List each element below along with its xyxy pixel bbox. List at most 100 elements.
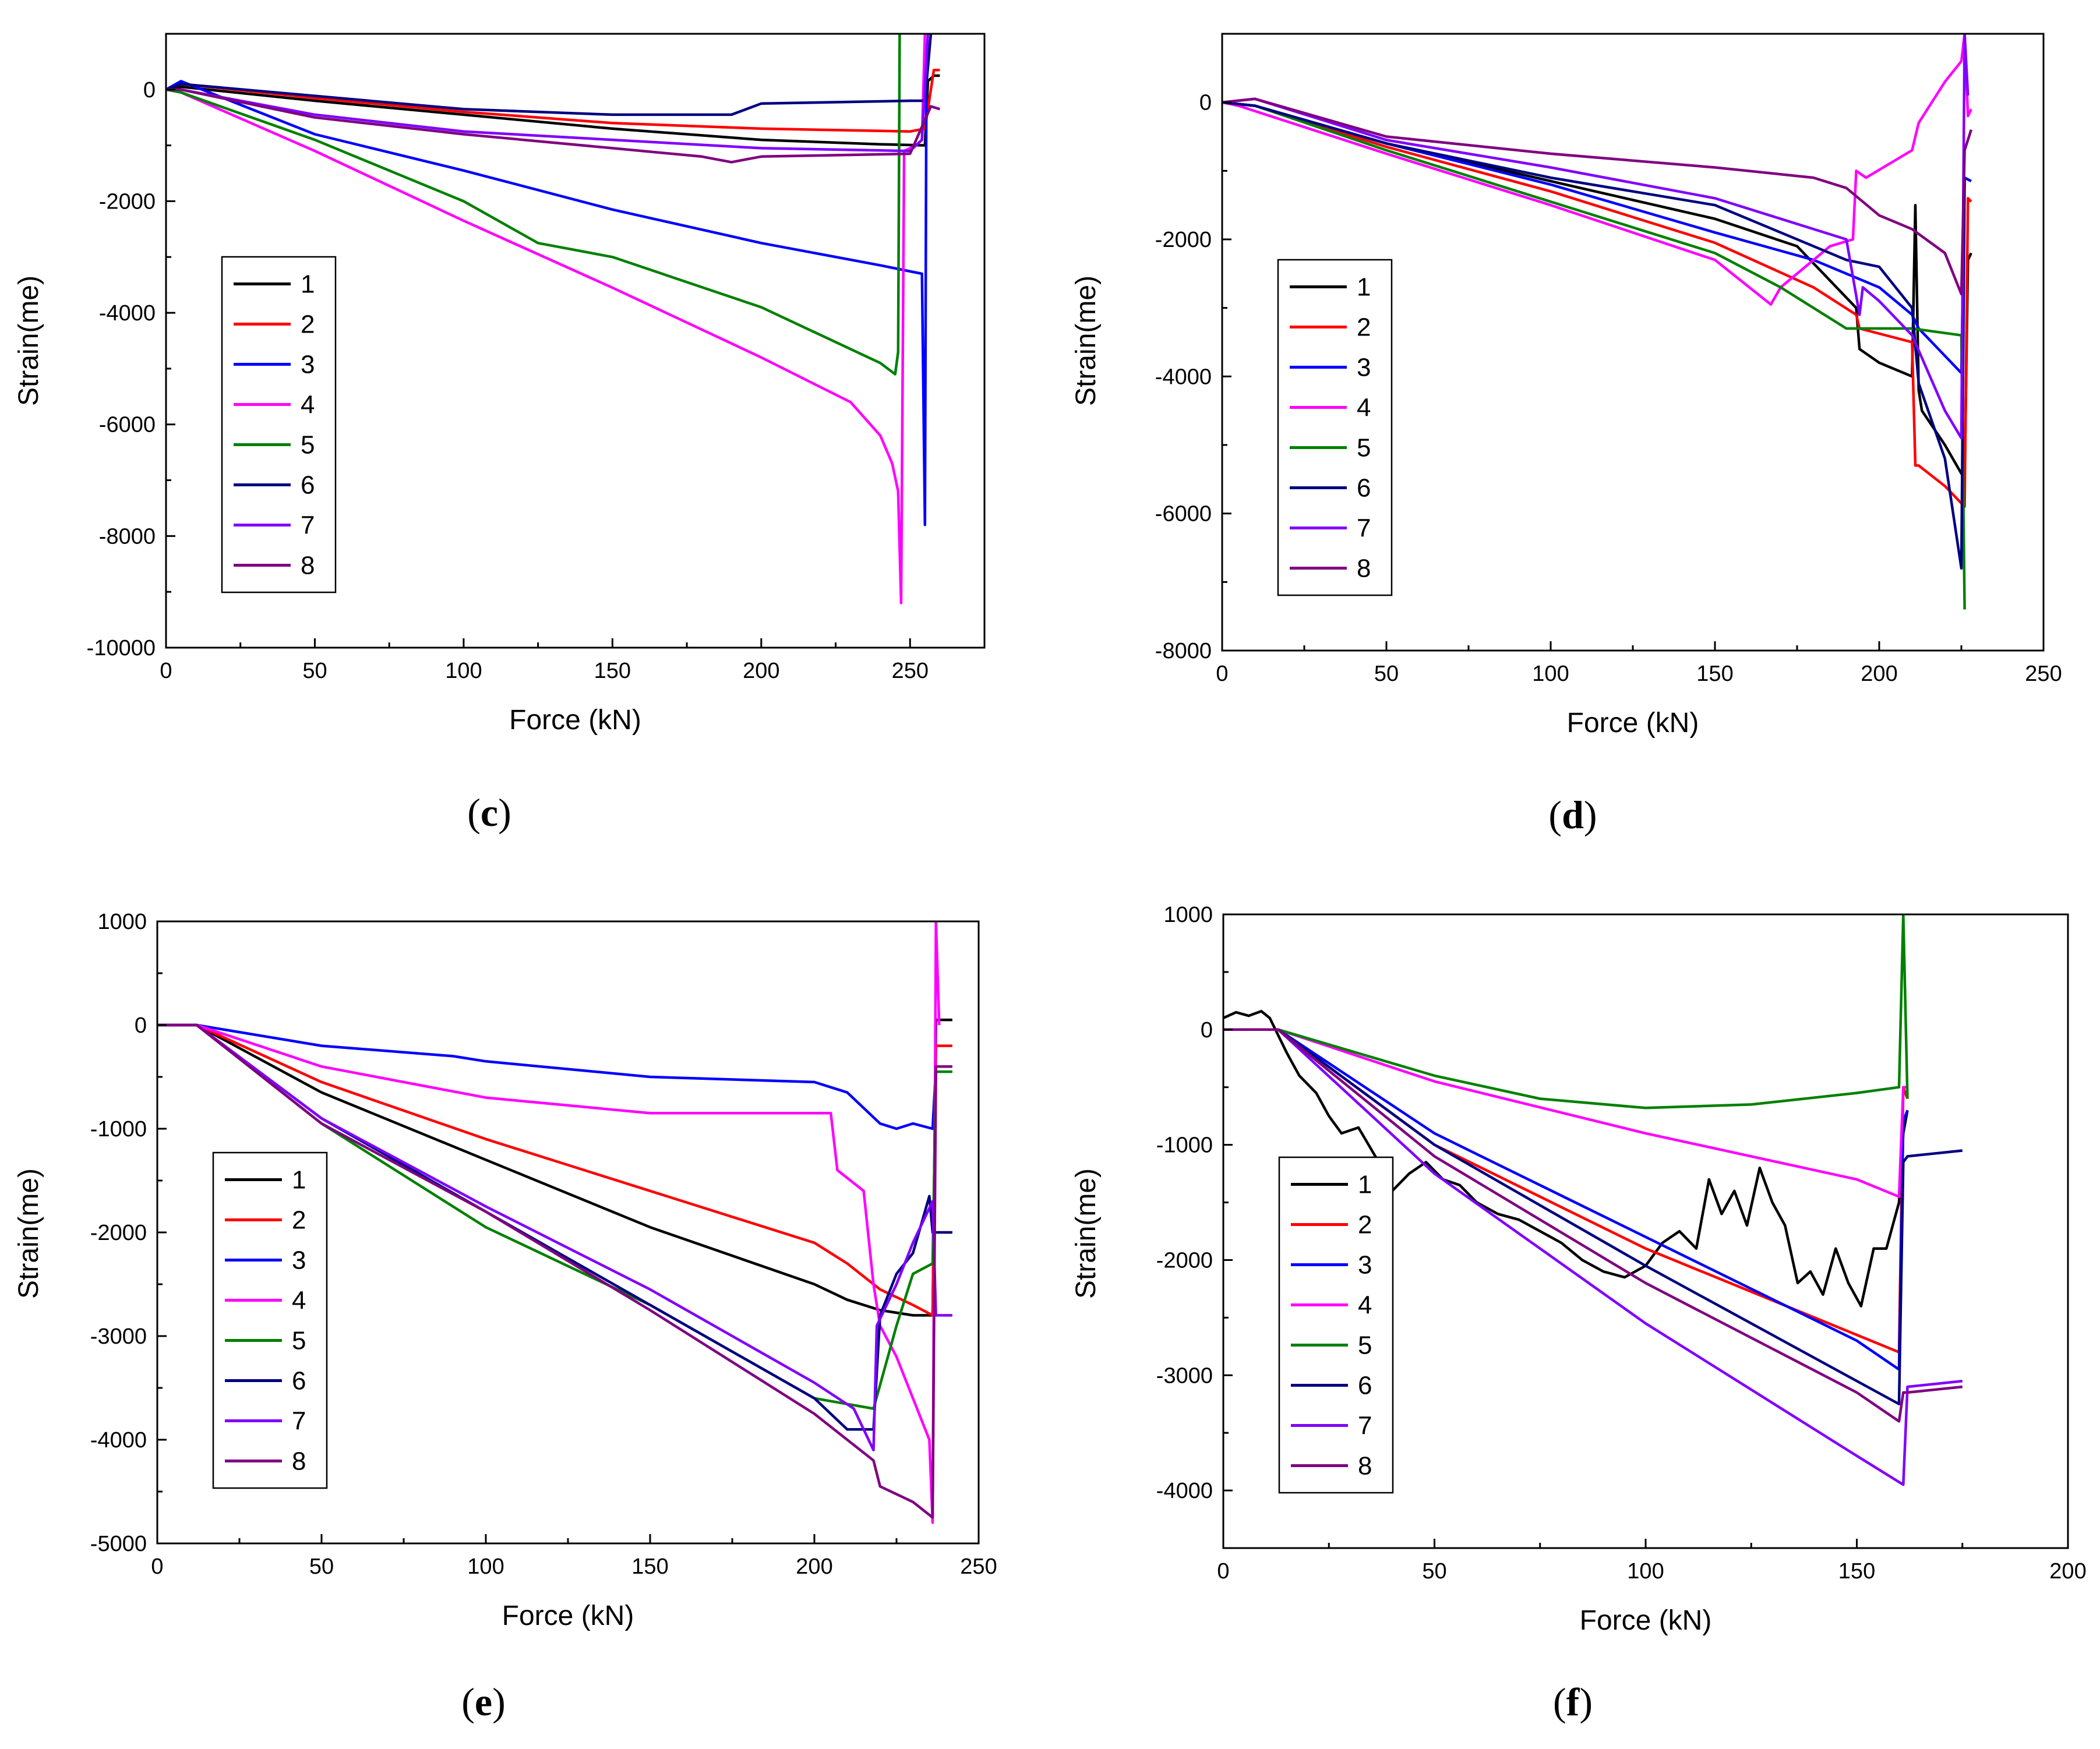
panel-label: (e): [461, 1680, 506, 1724]
series-line-6: [1222, 101, 1966, 570]
x-tick-label: 250: [892, 659, 929, 683]
y-tick-label: -4000: [1156, 1479, 1213, 1503]
legend-label-5: 5: [301, 431, 315, 460]
legend-label-8: 8: [1357, 554, 1371, 583]
series-line-6: [166, 34, 933, 116]
y-tick-label: -6000: [1155, 502, 1212, 527]
legend-label-4: 4: [292, 1287, 306, 1315]
chart-panel-c: 0 50 100 150 200 250-10000-8000-6000-4000-200…: [13, 33, 986, 835]
y-tick-label: -6000: [99, 413, 156, 437]
y-tick-label: -8000: [99, 524, 156, 549]
y-tick-label: 0: [143, 78, 156, 103]
series-line-6: [1223, 1028, 1963, 1405]
x-tick-label: 100: [1532, 662, 1569, 686]
legend-box: [1277, 259, 1393, 596]
x-tick-label: 0: [1216, 662, 1228, 686]
x-tick-label: 100: [445, 659, 482, 683]
x-axis-label: Force (kN): [1580, 1605, 1712, 1636]
legend-label-5: 5: [1358, 1331, 1372, 1360]
series-line-3: [166, 67, 928, 527]
x-axis-label: Force (kN): [1567, 708, 1699, 739]
legend: 1 2 3 4 5 6 7 8: [1277, 259, 1393, 596]
y-tick-label: -4000: [90, 1428, 147, 1453]
y-axis-label: Strain(me): [13, 1168, 44, 1299]
legend-label-6: 6: [301, 471, 315, 500]
series-line-3: [157, 1023, 946, 1130]
series-line-7: [157, 1023, 952, 1452]
legend-label-4: 4: [1358, 1291, 1372, 1320]
y-axis-label: Strain(me): [1071, 1168, 1102, 1299]
panel-letter: e: [475, 1680, 492, 1724]
x-axis-label: Force (kN): [509, 705, 641, 736]
x-tick-label: 50: [309, 1554, 334, 1579]
legend-label-8: 8: [292, 1447, 306, 1476]
panel-letter: d: [1562, 793, 1584, 837]
legend-label-8: 8: [1358, 1452, 1372, 1481]
legend-label-7: 7: [1358, 1412, 1372, 1440]
legend-box: [221, 256, 337, 593]
legend-label-1: 1: [301, 270, 315, 299]
panel-label: (d): [1548, 793, 1597, 837]
plot-frame: [165, 33, 986, 649]
series-line-4: [1222, 34, 1972, 306]
y-tick-label: -2000: [90, 1221, 147, 1245]
panel-label: (f): [1553, 1680, 1593, 1724]
legend: 1 2 3 4 5 6 7 8: [1278, 1156, 1394, 1494]
x-tick-label: 0: [160, 659, 172, 683]
legend-label-6: 6: [1358, 1372, 1372, 1400]
y-tick-label: -2000: [1155, 228, 1212, 252]
series-line-1: [1222, 101, 1972, 481]
x-tick-label: 150: [1838, 1559, 1875, 1584]
legend-label-6: 6: [1357, 474, 1371, 503]
legend-label-4: 4: [301, 391, 315, 419]
legend-label-4: 4: [1357, 394, 1371, 422]
series-line-7: [1222, 34, 1970, 440]
x-tick-label: 250: [2025, 662, 2062, 686]
chart-panel-f: 0 50 100 150 200 -4000 -3000 -2000 -1000 0 1000 For…: [1071, 903, 2087, 1724]
y-axis-label: Strain(me): [1071, 275, 1102, 406]
legend-label-8: 8: [301, 552, 315, 580]
y-tick-label: -1000: [1156, 1133, 1213, 1158]
x-tick-label: 50: [1374, 662, 1399, 686]
panel-letter: f: [1566, 1680, 1580, 1724]
x-tick-label: 100: [1627, 1559, 1664, 1584]
x-tick-label: 200: [2049, 1559, 2086, 1584]
y-tick-label: -5000: [90, 1532, 147, 1556]
legend-label-7: 7: [301, 511, 315, 540]
y-tick-label: -1000: [90, 1117, 147, 1142]
legend-label-1: 1: [1358, 1171, 1372, 1199]
legend-label-1: 1: [1357, 273, 1371, 302]
x-tick-label: 200: [1861, 662, 1897, 686]
legend-label-7: 7: [292, 1407, 306, 1436]
y-tick-label: 0: [1199, 91, 1212, 115]
series-line-5: [166, 34, 901, 376]
series-line-1: [1223, 1009, 1909, 1308]
x-tick-label: 150: [594, 659, 631, 683]
legend-label-3: 3: [301, 351, 315, 379]
legend-box: [212, 1151, 328, 1489]
series-line-7: [1223, 1028, 1963, 1486]
series-line-4: [157, 921, 941, 1524]
legend-label-1: 1: [292, 1166, 306, 1195]
y-tick-label: 1000: [97, 910, 147, 934]
y-tick-label: -4000: [99, 301, 156, 326]
legend-label-2: 2: [1358, 1211, 1372, 1239]
legend-label-7: 7: [1357, 514, 1371, 543]
y-axis-label: Strain(me): [13, 275, 44, 406]
x-tick-label: 250: [960, 1554, 997, 1579]
y-tick-label: -8000: [1155, 639, 1212, 663]
x-tick-label: 0: [151, 1554, 163, 1579]
series-line-5: [1222, 101, 1966, 610]
legend: 1 2 3 4 5 6 7 8: [221, 256, 337, 593]
series-line-5: [1223, 914, 1909, 1110]
y-tick-label: 0: [1201, 1018, 1213, 1043]
series-line-8: [1222, 97, 1973, 296]
y-tick-label: -10000: [87, 636, 156, 660]
series-line-8: [166, 88, 941, 164]
chart-panel-e: 0 50 100 150 200 250-5000-4000-3000-2000-1000…: [13, 910, 997, 1724]
legend-label-2: 2: [292, 1206, 306, 1235]
y-tick-label: 1000: [1163, 903, 1213, 927]
x-axis-label: Force (kN): [502, 1600, 634, 1631]
legend-label-3: 3: [292, 1246, 306, 1275]
